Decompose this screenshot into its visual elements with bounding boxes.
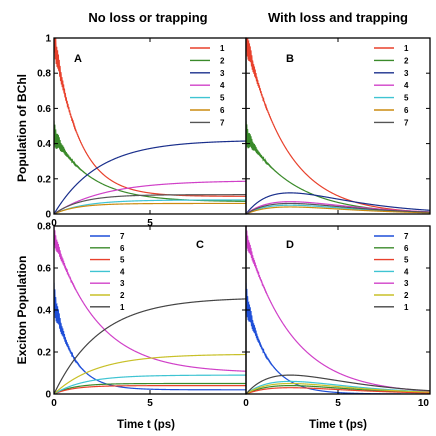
legend-label-C-7: 7 — [120, 232, 125, 241]
y-tick-label-A: 0.8 — [37, 69, 51, 80]
series-line-A-7 — [54, 194, 246, 214]
series-line-A-6 — [54, 202, 246, 214]
y-tick-label-A: 0.4 — [37, 139, 51, 150]
series-line-B-6 — [246, 206, 430, 214]
panel-label-D: D — [286, 239, 294, 251]
series-line-C-2 — [54, 353, 246, 394]
legend-label-A-5: 5 — [220, 94, 225, 103]
y-tick-label-C: 0.4 — [37, 306, 51, 317]
x-tick-label-C: 0 — [51, 398, 57, 409]
legend-label-A-3: 3 — [220, 69, 225, 78]
legend-label-D-6: 6 — [404, 244, 409, 253]
legend-label-B-3: 3 — [404, 69, 409, 78]
series-line-A-4 — [54, 180, 246, 214]
legend-label-A-4: 4 — [220, 81, 225, 90]
x-axis-label-left: Time t (ps) — [117, 419, 175, 431]
legend-label-A-2: 2 — [220, 56, 225, 65]
y-axis-label-bottom: Exciton Population — [15, 256, 29, 365]
series-line-D-4 — [246, 380, 430, 394]
x-tick-label-C: 5 — [147, 398, 153, 409]
series-line-D-2 — [246, 382, 430, 394]
series-line-C-6 — [54, 382, 246, 394]
panel-label-C: C — [196, 239, 204, 251]
legend-label-C-6: 6 — [120, 244, 125, 253]
y-tick-label-A: 0 — [45, 210, 51, 221]
x-tick-label-A: 5 — [147, 218, 153, 229]
panels: 00.20.40.60.810 5A1234567B123456700.20.40… — [37, 34, 431, 409]
x-tick-label-D: 10 — [418, 398, 430, 409]
y-tick-label-C: 0.6 — [37, 264, 51, 275]
legend-label-C-1: 1 — [120, 303, 125, 312]
legend-label-B-1: 1 — [404, 44, 409, 53]
y-tick-label-C: 0.2 — [37, 348, 51, 359]
plot-frame-D — [245, 225, 431, 395]
legend-label-B-2: 2 — [404, 56, 409, 65]
legend-label-D-7: 7 — [404, 232, 409, 241]
x-axis-label-right: Time t (ps) — [309, 419, 367, 431]
y-axis-label-top: Population of BChl — [15, 74, 29, 182]
series-line-A-5 — [54, 199, 246, 214]
series-line-C-5 — [54, 385, 246, 394]
series-line-B-1 — [246, 38, 430, 213]
series-line-C-1 — [54, 298, 246, 394]
legend-label-D-3: 3 — [404, 279, 409, 288]
series-line-A-1 — [54, 38, 246, 197]
legend-label-B-6: 6 — [404, 106, 409, 115]
y-tick-label-C: 0.8 — [37, 222, 51, 233]
y-tick-label-A: 0.2 — [37, 174, 51, 185]
y-tick-label-A: 0.6 — [37, 104, 51, 115]
legend-label-C-5: 5 — [120, 256, 125, 265]
series-line-D-6 — [246, 385, 430, 394]
panel-label-A: A — [74, 53, 82, 65]
panel-B: B 1 2 3 4 5 6 7 — [245, 37, 431, 215]
legend-label-D-4: 4 — [404, 267, 409, 276]
panel-C: 0 0.2 0.4 0.6 0.8 0 5 C 7 6 5 4 3 2 1 — [37, 222, 247, 409]
series-line-D-5 — [246, 387, 430, 394]
x-tick-label-D: 0 — [243, 398, 249, 409]
legend-label-B-4: 4 — [404, 81, 409, 90]
legend-label-C-4: 4 — [120, 267, 125, 276]
legend-label-D-5: 5 — [404, 256, 409, 265]
legend-label-B-5: 5 — [404, 94, 409, 103]
y-tick-label-C: 0 — [45, 390, 51, 401]
panel-label-B: B — [286, 53, 294, 65]
legend-label-A-7: 7 — [220, 118, 225, 127]
legend-label-A-6: 6 — [220, 106, 225, 115]
legend-label-B-7: 7 — [404, 118, 409, 127]
x-tick-label-A: 0 — [51, 218, 57, 229]
y-tick-label-A: 1 — [45, 34, 51, 45]
legend-label-A-1: 1 — [220, 44, 225, 53]
series-line-C-4 — [54, 374, 246, 394]
series-line-C-3 — [54, 226, 246, 372]
legend-label-C-2: 2 — [120, 291, 125, 300]
series-line-D-1 — [246, 374, 430, 394]
series-line-A-3 — [54, 140, 246, 214]
legend-label-D-1: 1 — [404, 303, 409, 312]
panel-A: 0 0.2 0.4 0.6 0.8 1 0 5 A 1 2 3 4 5 6 7 — [37, 34, 247, 229]
plot-frame-A — [53, 37, 247, 215]
column-title-left: No loss or trapping — [88, 10, 207, 25]
series-line-B-7 — [246, 202, 430, 214]
series-line-B-3 — [246, 192, 430, 214]
column-title-right: With loss and trapping — [268, 10, 408, 25]
x-tick-label-D: 5 — [335, 398, 341, 409]
legend-label-D-2: 2 — [404, 291, 409, 300]
panel-D: 0 5 10 D 7 6 5 4 3 2 1 — [243, 225, 431, 409]
series-line-A-2 — [54, 120, 246, 202]
legend-label-C-3: 3 — [120, 279, 125, 288]
